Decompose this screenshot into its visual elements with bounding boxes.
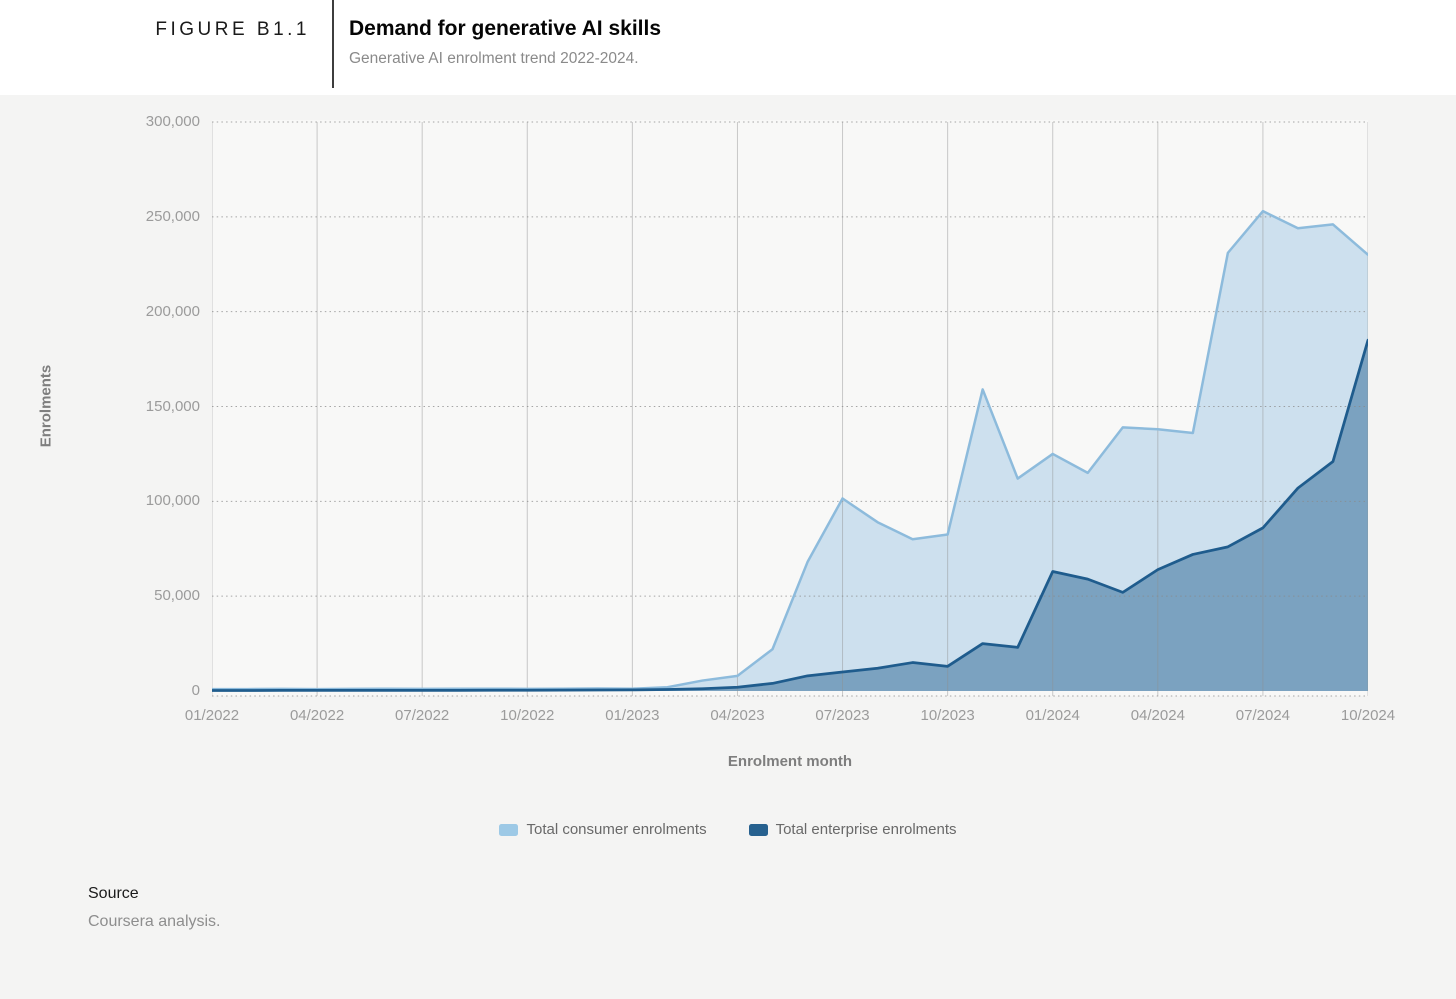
enterprise-line	[210, 338, 1370, 692]
x-tick-label: 04/2023	[710, 707, 765, 724]
consumer-area-fill	[212, 211, 1368, 691]
legend-swatch	[748, 823, 768, 836]
enterprise-area-fill	[212, 340, 1368, 691]
y-axis-title: Enrolments	[37, 364, 55, 448]
source-block: Source Coursera analysis.	[88, 885, 221, 931]
x-tick-label: 10/2023	[920, 707, 975, 724]
x-tick-label: 10/2022	[500, 707, 555, 724]
chart-legend: Total consumer enrolments Total enterpris…	[0, 821, 1456, 838]
figure-label: FIGURE B1.1	[155, 19, 310, 40]
consumer-line	[210, 209, 1370, 691]
y-tick-label: 250,000	[145, 207, 200, 225]
page-title: Demand for generative AI skills	[349, 17, 661, 40]
y-tick-label: 100,000	[145, 492, 200, 510]
y-tick-label: 150,000	[145, 397, 200, 415]
y-tick-label: 300,000	[145, 113, 200, 130]
x-tick-label: 01/2023	[605, 707, 660, 724]
x-tick-label: 01/2022	[184, 707, 240, 724]
y-tick-label: 0	[191, 682, 200, 699]
legend-item-enterprise: Total enterprise enrolments	[748, 821, 957, 838]
page-subtitle: Generative AI enrolment trend 2022-2024.	[349, 50, 639, 67]
chart-canvas	[210, 120, 1370, 697]
source-label: Source	[88, 885, 139, 902]
x-tick-label: 07/2023	[815, 707, 870, 724]
x-tick-label: 01/2024	[1025, 707, 1080, 724]
legend-swatch	[499, 823, 519, 836]
x-tick-label: 10/2024	[1340, 707, 1396, 724]
legend-label: Total consumer enrolments	[526, 821, 707, 838]
figure-header: FIGURE B1.1 Demand for generative AI ski…	[0, 0, 1456, 95]
legend-item-consumer: Total consumer enrolments	[499, 821, 707, 838]
header-divider	[332, 0, 334, 88]
x-tick-label: 04/2022	[289, 707, 345, 724]
y-tick-label: 200,000	[145, 302, 200, 320]
x-tick-label: 07/2024	[1235, 707, 1291, 724]
source-text: Coursera analysis.	[88, 913, 221, 930]
y-tick-label: 50,000	[154, 587, 200, 605]
legend-label: Total enterprise enrolments	[775, 821, 957, 838]
x-tick-label: 07/2022	[395, 707, 450, 724]
x-tick-label: 04/2024	[1130, 707, 1185, 724]
x-axis-title: Enrolment month	[727, 753, 853, 770]
enrolments-area-chart	[210, 120, 1370, 698]
